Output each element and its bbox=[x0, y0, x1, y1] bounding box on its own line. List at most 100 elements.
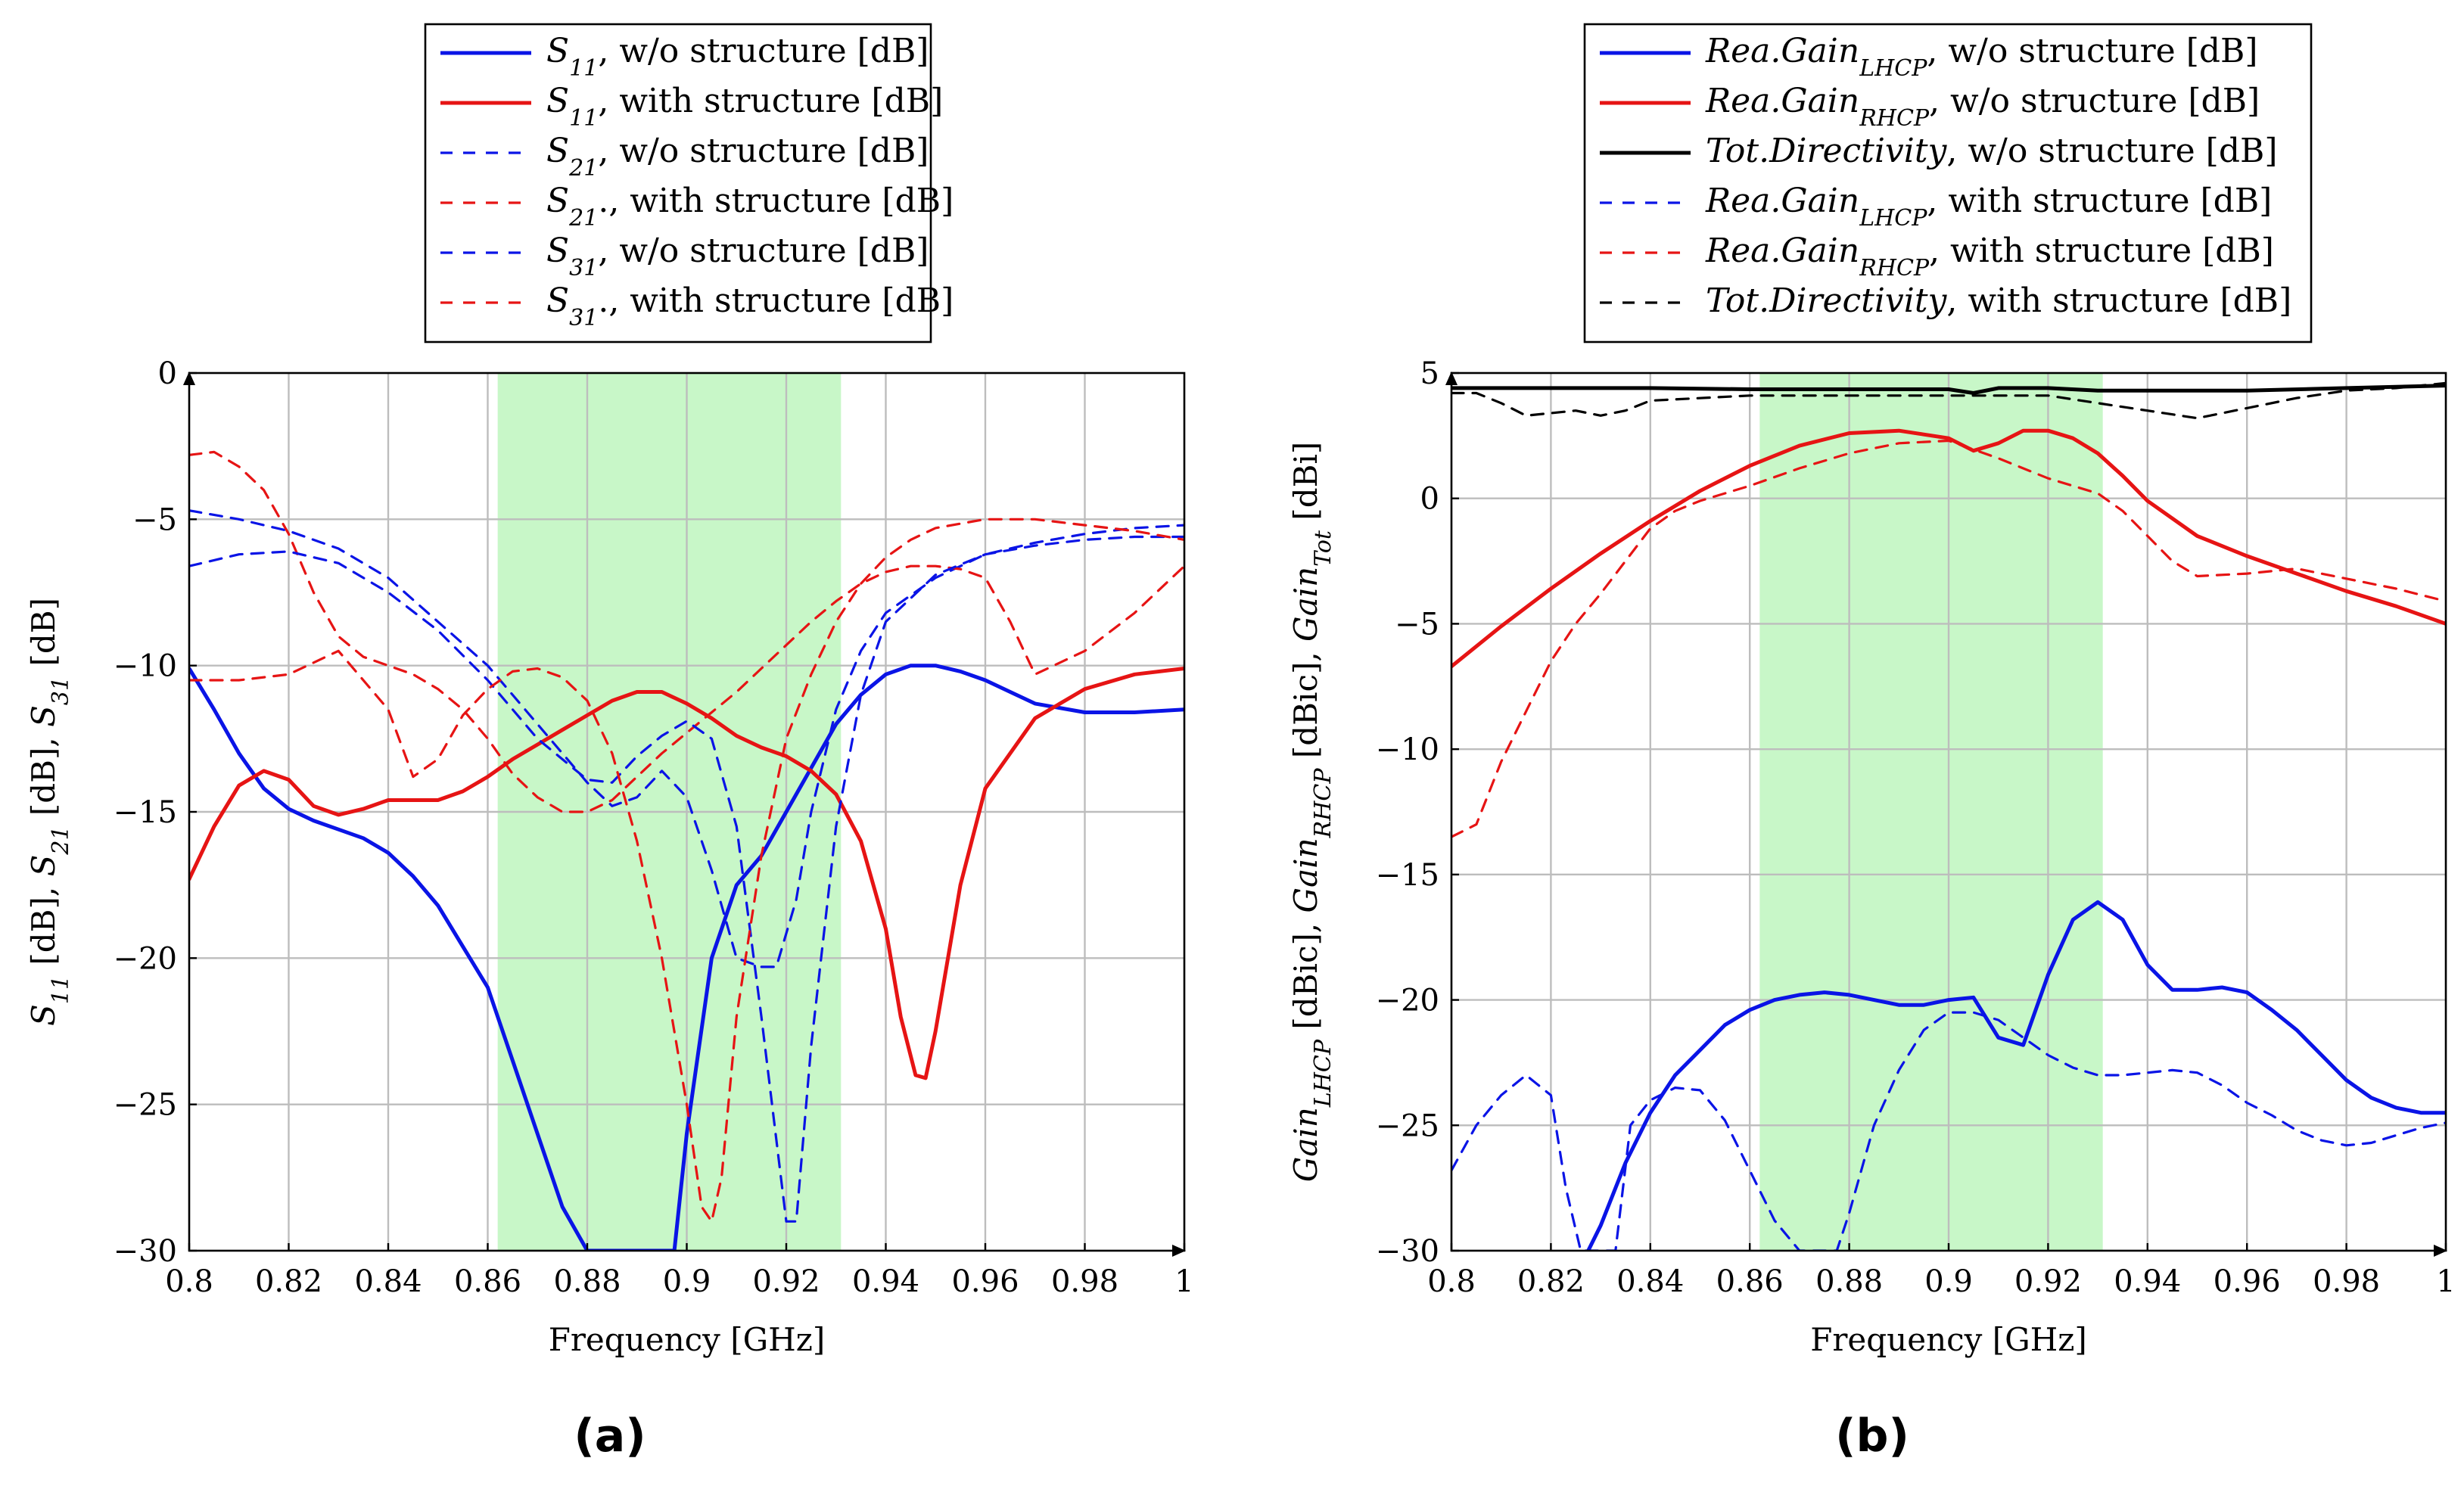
chart-panel-b: 0.8 0.82 0.84 0.86 0.88 0.9 0.92 0.94 0.96 0.98 1 −… bbox=[1287, 23, 2456, 1463]
y-label-text: [dB], bbox=[25, 876, 62, 975]
x-tick-label: 0.94 bbox=[2114, 1264, 2181, 1299]
legend-text: , w/o structure [dB] bbox=[1927, 32, 2257, 70]
x-tick-label: 0.86 bbox=[1716, 1264, 1784, 1299]
legend-subscript: RHCP bbox=[1859, 255, 1930, 281]
y-tick-label: 0 bbox=[158, 356, 177, 391]
y-tick-label: −15 bbox=[114, 795, 177, 830]
legend-entry-2: Rea.GainRHCP, w/o structure [dB] bbox=[1705, 82, 2260, 132]
series-line-3 bbox=[1451, 384, 2446, 395]
legend-symbol: Rea.Gain bbox=[1705, 232, 1859, 270]
y-label-text: [dBic], bbox=[1287, 912, 1324, 1040]
legend-symbol: S bbox=[546, 132, 569, 170]
series-group bbox=[189, 450, 1184, 1251]
x-tick-label: 0.92 bbox=[752, 1264, 820, 1299]
legend-entry-3: S21, w/o structure [dB] bbox=[546, 132, 929, 182]
y-axis-label: S11 [dB], S21 [dB], S31 [dB] bbox=[25, 598, 74, 1026]
legend-subscript: 11 bbox=[569, 105, 598, 132]
x-tick-label: 0.88 bbox=[1815, 1264, 1883, 1299]
y-tick-label: −20 bbox=[1376, 984, 1439, 1018]
y-tick-label: 5 bbox=[1420, 356, 1439, 391]
legend-text: , w/o structure [dB] bbox=[1946, 132, 2277, 170]
legend-text: , w/o structure [dB] bbox=[598, 232, 929, 270]
series-line-3 bbox=[189, 509, 1184, 968]
y-axis-arrow bbox=[1445, 372, 1458, 385]
legend-subscript: 21 bbox=[568, 205, 598, 232]
y-label-symbol: Gain bbox=[1287, 838, 1324, 912]
series-line-1 bbox=[1586, 900, 2446, 1251]
panel-label: (a) bbox=[574, 1410, 646, 1463]
y-label-subscript: Tot bbox=[1310, 530, 1336, 567]
x-tick-label: 0.86 bbox=[454, 1264, 521, 1299]
legend-symbol: S bbox=[546, 182, 569, 220]
legend-subscript: RHCP bbox=[1859, 105, 1930, 132]
legend-box bbox=[424, 23, 932, 344]
y-tick-label: −25 bbox=[114, 1088, 177, 1123]
x-tick-label: 0.8 bbox=[165, 1264, 213, 1299]
y-label-subscript: LHCP bbox=[1310, 1039, 1336, 1108]
y-label-symbol: Gain bbox=[1287, 1107, 1324, 1182]
x-tick-label: 0.9 bbox=[1924, 1264, 1973, 1299]
y-label-text: [dBic], bbox=[1287, 642, 1324, 769]
y-tick-label: −15 bbox=[1376, 858, 1439, 893]
legend-text: , w/o structure [dB] bbox=[598, 32, 929, 70]
x-tick-label: 0.96 bbox=[951, 1264, 1019, 1299]
legend-entry-1: Rea.GainLHCP, w/o structure [dB] bbox=[1705, 32, 2258, 82]
legend-symbol: S bbox=[546, 232, 569, 270]
legend-entry-5: S31, w/o structure [dB] bbox=[546, 232, 929, 281]
y-tick-label: −20 bbox=[114, 941, 177, 976]
series-line-1 bbox=[189, 664, 1184, 1251]
x-tick-label: 0.92 bbox=[2014, 1264, 2082, 1299]
legend-symbol: S bbox=[546, 82, 569, 120]
y-tick-label: −5 bbox=[1395, 607, 1439, 642]
shaded-frequency-band bbox=[1759, 373, 2103, 1251]
legend-text: , with structure [dB] bbox=[1946, 281, 2291, 320]
series-line-4 bbox=[189, 450, 1184, 813]
y-label-text: [dBi] bbox=[1287, 442, 1324, 530]
y-label-symbol: S bbox=[25, 705, 62, 727]
legend-text: ., with structure [dB] bbox=[598, 182, 954, 220]
y-label-symbol: Gain bbox=[1287, 567, 1324, 642]
chart-panel-a: 0.8 0.82 0.84 0.86 0.88 0.9 0.92 0.94 0.96 0.98 1 −… bbox=[25, 23, 1194, 1463]
legend-symbol: Rea.Gain bbox=[1705, 82, 1859, 120]
x-tick-label: 0.82 bbox=[255, 1264, 322, 1299]
legend-subscript: 31 bbox=[569, 255, 598, 281]
y-axis-arrow bbox=[183, 372, 195, 385]
series-line-5 bbox=[189, 535, 1184, 1223]
legend-entry-5: Rea.GainRHCP, with structure [dB] bbox=[1705, 232, 2274, 281]
legend-text: , with structure [dB] bbox=[1929, 232, 2274, 270]
x-tick-label: 0.98 bbox=[1051, 1264, 1118, 1299]
legend-entry-3: Tot.Directivity, w/o structure [dB] bbox=[1706, 132, 2278, 170]
legend-symbol: Tot.Directivity bbox=[1706, 132, 1948, 170]
legend-symbol: Tot.Directivity bbox=[1706, 281, 1948, 320]
legend-symbol: Rea.Gain bbox=[1705, 182, 1859, 220]
legend-text: , with structure [dB] bbox=[598, 82, 943, 120]
x-tick-label: 0.88 bbox=[553, 1264, 621, 1299]
y-tick-label: −30 bbox=[114, 1234, 177, 1269]
legend-symbol: S bbox=[546, 281, 569, 320]
legend-subscript: 21 bbox=[568, 155, 598, 182]
legend-entry-4: S21., with structure [dB] bbox=[546, 182, 954, 232]
x-tick-label: 0.9 bbox=[663, 1264, 711, 1299]
series-line-5 bbox=[1451, 439, 2446, 838]
y-label-symbol: S bbox=[25, 1004, 62, 1026]
legend-entry-4: Rea.GainLHCP, with structure [dB] bbox=[1705, 182, 2272, 232]
x-axis-label: Frequency [GHz] bbox=[549, 1321, 826, 1358]
y-tick-label: 0 bbox=[1420, 482, 1439, 517]
y-label-subscript: 11 bbox=[48, 975, 74, 1004]
legend-subscript: 31 bbox=[569, 305, 598, 331]
series-line-2 bbox=[189, 667, 1184, 1080]
legend-entry-6: Tot.Directivity, with structure [dB] bbox=[1706, 281, 2291, 320]
legend-entry-6: S31., with structure [dB] bbox=[546, 281, 954, 331]
y-tick-label: −30 bbox=[1376, 1234, 1439, 1269]
y-label-subscript: RHCP bbox=[1310, 768, 1336, 839]
legend-symbol: S bbox=[546, 32, 569, 70]
legend-subscript: LHCP bbox=[1859, 205, 1927, 232]
legend-text: ., with structure [dB] bbox=[598, 281, 954, 320]
x-tick-label: 1 bbox=[2436, 1264, 2455, 1299]
y-label-text: [dB] bbox=[25, 598, 62, 676]
y-tick-label: −5 bbox=[132, 502, 177, 537]
x-axis-arrow bbox=[2434, 1245, 2447, 1257]
x-tick-label: 0.98 bbox=[2313, 1264, 2380, 1299]
x-tick-label: 0.82 bbox=[1517, 1264, 1585, 1299]
